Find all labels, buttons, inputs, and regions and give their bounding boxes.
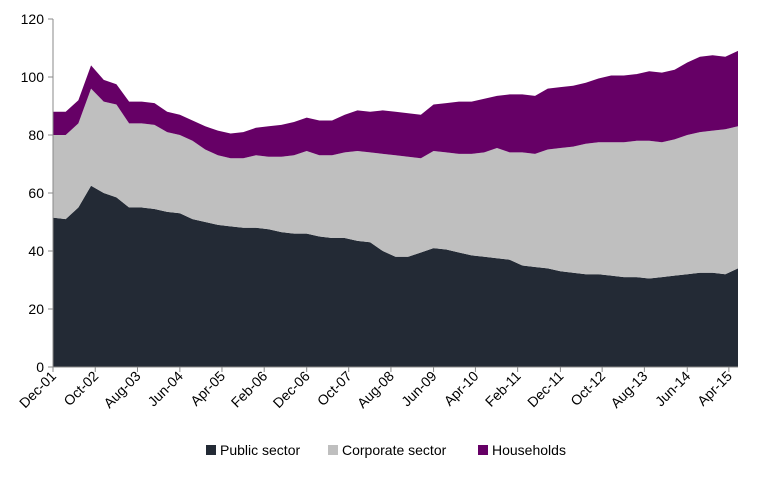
area-corporate-sector — [53, 88, 738, 279]
legend-swatch-corporate-sector — [328, 445, 338, 455]
x-tick-label: Jun-09 — [398, 368, 440, 410]
y-tick-label: 120 — [21, 11, 45, 27]
y-tick-label: 100 — [21, 69, 45, 85]
y-tick-label: 0 — [36, 359, 44, 375]
x-tick-label: Oct-02 — [60, 368, 101, 409]
legend-label-corporate-sector: Corporate sector — [342, 442, 447, 458]
legend: Public sector Corporate sector Households — [206, 442, 566, 458]
x-tick-label: Dec-06 — [270, 368, 313, 411]
x-tick-label: Aug-08 — [354, 368, 397, 411]
legend-swatch-public-sector — [206, 445, 216, 455]
y-axis: 0 20 40 60 80 100 120 — [21, 11, 54, 375]
legend-label-households: Households — [492, 442, 566, 458]
legend-swatch-households — [478, 445, 488, 455]
x-tick-label: Apr-15 — [694, 368, 735, 409]
x-tick-label: Feb-06 — [228, 368, 271, 411]
x-tick-label: Dec-11 — [524, 368, 567, 411]
x-tick-label: Jun-14 — [652, 368, 694, 410]
area-layer — [53, 50, 738, 367]
x-tick-label: Apr-10 — [441, 368, 482, 409]
area-households — [53, 50, 738, 159]
y-tick-label: 20 — [28, 301, 44, 317]
legend-label-public-sector: Public sector — [220, 442, 300, 458]
y-tick-label: 80 — [28, 127, 44, 143]
x-tick-label: Oct-12 — [567, 368, 608, 409]
x-tick-label: Aug-03 — [100, 368, 143, 411]
area-public-sector — [53, 185, 738, 367]
y-tick-label: 40 — [28, 243, 44, 259]
x-tick-label: Jun-04 — [144, 368, 186, 410]
x-tick-label: Apr-05 — [187, 368, 228, 409]
x-tick-label: Oct-07 — [314, 368, 355, 409]
x-tick-label: Feb-11 — [482, 368, 524, 410]
x-tick-label: Aug-13 — [607, 368, 650, 411]
y-tick-label: 60 — [28, 185, 44, 201]
